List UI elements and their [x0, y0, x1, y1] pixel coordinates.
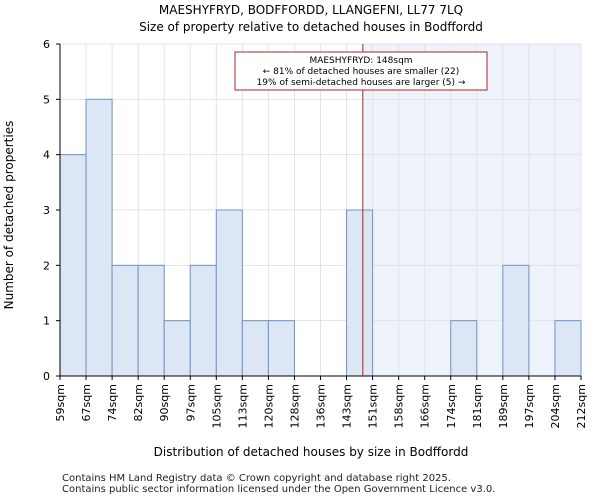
bar — [59, 154, 87, 377]
x-tick-label: 158sqm — [393, 384, 406, 428]
bar — [554, 320, 582, 377]
x-tick-label: 59sqm — [54, 384, 67, 421]
bar — [346, 209, 374, 377]
y-tick-label: 3 — [43, 204, 50, 217]
bar — [189, 264, 217, 377]
x-tick-label: 90sqm — [158, 384, 171, 421]
y-tick-label: 0 — [43, 370, 50, 383]
x-tick-label: 128sqm — [288, 384, 301, 428]
footer-copyright: Contains HM Land Registry data © Crown c… — [62, 473, 451, 484]
x-tick-label: 181sqm — [471, 384, 484, 428]
annotation-title: MAESHYFRYD: 148sqm — [309, 56, 412, 66]
x-tick-label: 204sqm — [549, 384, 562, 428]
x-tick-label: 189sqm — [497, 384, 510, 428]
plot-area: 0 1 2 3 4 5 6 59sqm 67sqm 74sqm 82sqm 90sqm 97sqm 105… — [43, 38, 588, 428]
x-tick-label: 136sqm — [315, 384, 328, 428]
x-axis-title: Distribution of detached houses by size … — [154, 445, 469, 459]
annotation-larger: 19% of semi-detached houses are larger (… — [257, 78, 466, 88]
chart-subtitle: Size of property relative to detached ho… — [139, 20, 483, 34]
annotation-box — [234, 51, 488, 91]
y-tick-label: 6 — [43, 38, 50, 51]
bar — [502, 264, 530, 377]
y-tick-label: 5 — [43, 93, 50, 106]
bar — [215, 209, 243, 377]
chart-title: MAESHYFRYD, BODFFORDD, LLANGEFNI, LL77 7… — [159, 3, 463, 17]
bar — [85, 98, 113, 377]
bar — [241, 320, 269, 377]
x-tick-label: 67sqm — [80, 384, 93, 421]
annotation-smaller: ← 81% of detached houses are smaller (22… — [263, 67, 460, 77]
x-tick-label: 120sqm — [262, 384, 275, 428]
x-tick-label: 105sqm — [210, 384, 223, 428]
x-tick-label: 82sqm — [132, 384, 145, 421]
x-tick-label: 143sqm — [341, 384, 354, 428]
x-tick-label: 151sqm — [367, 384, 380, 428]
y-axis-title: Number of detached properties — [2, 121, 16, 310]
footer-licence: Contains public sector information licen… — [62, 484, 496, 495]
y-tick-label: 1 — [43, 315, 50, 328]
x-tick-label: 113sqm — [236, 384, 249, 428]
x-tick-label: 212sqm — [575, 384, 588, 428]
y-tick-label: 4 — [43, 149, 50, 162]
bar — [267, 320, 295, 377]
bar — [450, 320, 478, 377]
bar — [137, 264, 165, 377]
x-tick-label: 166sqm — [419, 384, 432, 428]
bar — [111, 264, 139, 377]
x-tick-label: 174sqm — [445, 384, 458, 428]
x-tick-label: 97sqm — [184, 384, 197, 421]
y-tick-label: 2 — [43, 259, 50, 272]
x-tick-label: 197sqm — [523, 384, 536, 428]
bar — [163, 320, 191, 377]
x-tick-label: 74sqm — [106, 384, 119, 421]
